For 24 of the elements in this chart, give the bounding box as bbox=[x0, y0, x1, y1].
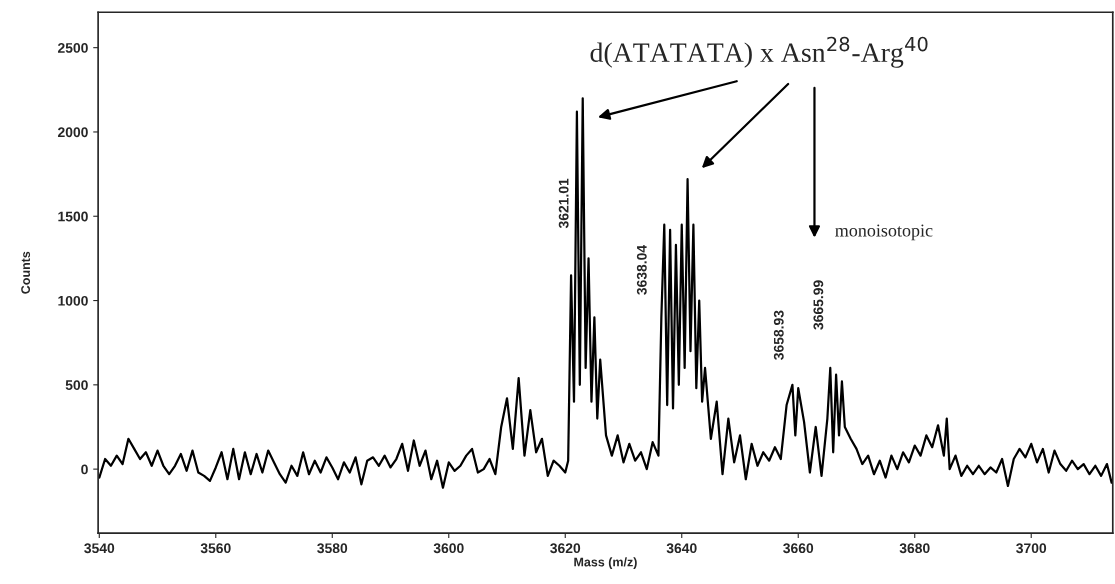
annotation: monoisotopic bbox=[835, 224, 933, 241]
x-tick-label: 3640 bbox=[666, 543, 697, 554]
annotation: d(ATATATA) x Asn$^{28}$-Arg$^{40}$ bbox=[590, 36, 928, 68]
annotation: 3658.93 bbox=[773, 310, 784, 360]
annotation: 3621.01 bbox=[558, 178, 569, 229]
y-tick-label: 2500 bbox=[57, 43, 88, 53]
y-tick-label: 500 bbox=[65, 380, 88, 391]
x-tick-label: 3580 bbox=[317, 543, 348, 554]
annotation: 3638.04 bbox=[636, 245, 647, 295]
y-tick-label: 1500 bbox=[58, 211, 88, 222]
x-tick-label: 3660 bbox=[783, 543, 814, 554]
x-tick-label: 3680 bbox=[899, 543, 930, 554]
y-tick-label: 0 bbox=[81, 464, 88, 475]
x-tick-label: 3560 bbox=[200, 543, 231, 554]
annotation: 3665.99 bbox=[813, 280, 824, 330]
y-tick-label: 2000 bbox=[57, 127, 88, 138]
x-tick-label: 3600 bbox=[433, 543, 464, 554]
y-axis-title: Counts bbox=[21, 251, 31, 294]
y-tick-label: 1000 bbox=[58, 295, 88, 306]
x-tick-label: 3540 bbox=[84, 543, 115, 554]
x-tick-label: 3620 bbox=[550, 543, 581, 554]
x-axis-title: Mass (m/z) bbox=[574, 557, 637, 569]
x-tick-label: 3700 bbox=[1016, 543, 1047, 554]
line-series bbox=[98, 97, 1113, 489]
